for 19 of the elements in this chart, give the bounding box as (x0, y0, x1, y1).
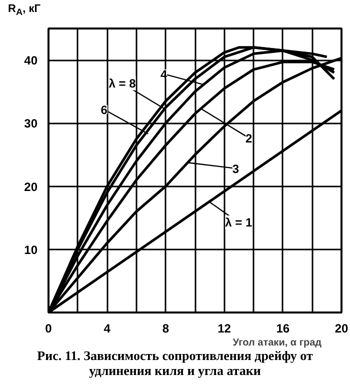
annotation: 2 (246, 131, 253, 146)
annotation: 4 (160, 67, 168, 82)
x-tick-label: 16 (276, 322, 290, 336)
x-axis-title: Угол атаки, α град (232, 338, 322, 348)
annotation: λ = 1 (225, 216, 252, 230)
x-tick-label: 12 (218, 322, 232, 336)
y-tick-label: 40 (24, 54, 38, 68)
annotation: 3 (232, 162, 240, 176)
annotation: 6 (100, 102, 108, 117)
x-tick-label: 20 (334, 322, 348, 336)
annotation: λ = 8 (108, 76, 136, 90)
x-tick-label: 8 (162, 322, 170, 336)
y-axis-title: R$_{A}$, кГ (8, 2, 40, 20)
y-tick-label: 30 (24, 116, 38, 131)
x-tick-label: 4 (104, 322, 111, 336)
x-tick-label: 0 (45, 322, 52, 336)
text: Рис. 11. Зависимость сопротивления дрейфу от удлинения киля и угла атаки (36, 348, 314, 378)
y-tick-label: 10 (24, 242, 38, 257)
y-tick-label: 20 (24, 180, 38, 194)
